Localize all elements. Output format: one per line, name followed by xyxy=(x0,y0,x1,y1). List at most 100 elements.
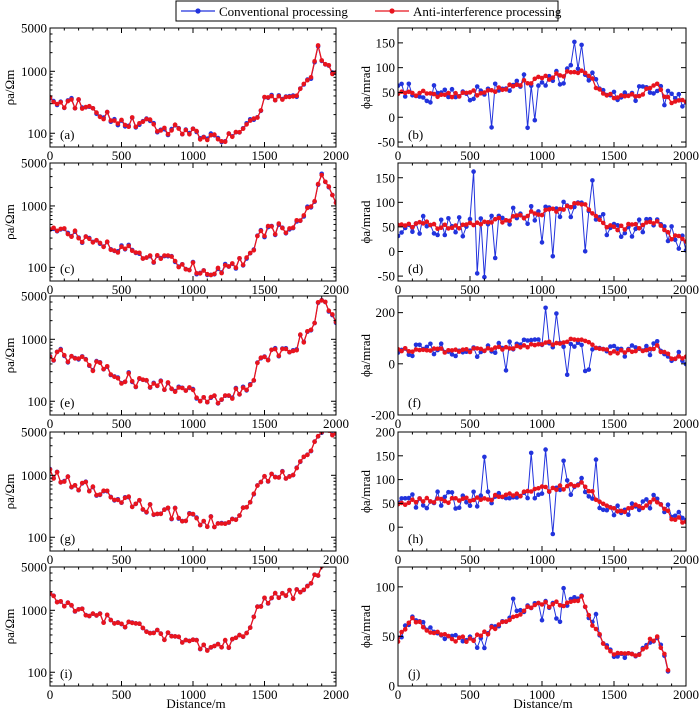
point-anti xyxy=(453,223,458,228)
point-anti xyxy=(222,637,228,643)
point-anti xyxy=(593,345,599,351)
point-anti xyxy=(546,207,552,212)
point-anti xyxy=(330,71,335,77)
point-anti xyxy=(525,81,530,86)
point-conventional xyxy=(399,496,404,501)
point-anti xyxy=(658,645,664,651)
point-conventional xyxy=(410,492,415,497)
point-anti xyxy=(119,621,124,627)
point-anti xyxy=(115,376,121,381)
point-anti xyxy=(119,381,124,386)
point-conventional xyxy=(579,475,584,481)
point-conventional xyxy=(431,83,437,88)
point-anti xyxy=(590,211,595,216)
point-anti xyxy=(579,337,584,343)
point-conventional xyxy=(420,503,426,508)
point-conventional xyxy=(636,217,642,222)
y-axis-title: ρa/Ωm xyxy=(2,204,17,240)
point-conventional xyxy=(604,507,610,513)
point-anti xyxy=(532,602,538,608)
point-conventional xyxy=(528,204,534,209)
point-anti xyxy=(399,348,404,354)
point-anti xyxy=(308,581,314,586)
point-conventional xyxy=(539,617,545,623)
point-conventional xyxy=(514,495,520,500)
point-anti xyxy=(65,231,71,237)
point-conventional xyxy=(471,489,476,495)
point-anti xyxy=(187,267,192,273)
point-anti xyxy=(615,650,620,656)
point-anti xyxy=(446,226,451,231)
point-anti xyxy=(662,227,667,233)
point-conventional xyxy=(431,351,437,357)
point-anti xyxy=(431,500,437,505)
point-anti xyxy=(536,342,541,347)
point-anti xyxy=(543,484,548,490)
point-anti xyxy=(575,483,581,488)
point-anti xyxy=(65,474,71,479)
y-axis-title: ρa/Ωm xyxy=(2,70,17,106)
point-conventional xyxy=(514,608,520,614)
point-anti xyxy=(305,583,310,589)
point-anti xyxy=(147,253,153,258)
point-anti xyxy=(438,346,444,351)
point-anti xyxy=(579,594,584,599)
point-anti xyxy=(399,222,404,227)
y-tick-label: 100 xyxy=(28,260,48,275)
point-anti xyxy=(72,228,78,233)
point-anti xyxy=(557,206,563,212)
point-anti xyxy=(76,97,81,102)
point-anti xyxy=(449,94,455,100)
point-conventional xyxy=(561,344,566,350)
x-tick-label: 2000 xyxy=(673,552,699,567)
point-conventional xyxy=(586,78,592,83)
point-anti xyxy=(287,474,292,479)
point-anti xyxy=(633,221,638,227)
x-tick-label: 1000 xyxy=(180,687,206,702)
point-anti xyxy=(90,106,96,111)
point-anti xyxy=(180,640,185,645)
point-anti xyxy=(215,400,221,406)
point-anti xyxy=(237,513,242,518)
point-anti xyxy=(482,629,487,634)
point-anti xyxy=(112,374,117,380)
x-tick-label: 0 xyxy=(395,687,402,702)
y-tick-label: 5000 xyxy=(21,425,47,440)
panel-label: (h) xyxy=(408,531,423,546)
point-anti xyxy=(507,218,512,224)
y-tick-label: 5000 xyxy=(21,156,47,171)
point-conventional xyxy=(651,341,656,346)
point-anti xyxy=(308,448,314,454)
x-tick-label: 1000 xyxy=(180,148,206,163)
point-anti xyxy=(276,595,282,601)
point-anti xyxy=(112,497,117,503)
point-anti xyxy=(180,385,185,391)
point-conventional xyxy=(492,350,498,356)
point-anti xyxy=(222,521,228,526)
point-anti xyxy=(597,217,602,223)
point-anti xyxy=(315,573,321,578)
point-conventional xyxy=(442,636,448,642)
point-anti xyxy=(172,122,178,127)
point-anti xyxy=(190,387,196,393)
panel-a: 0 500 1000 1500 2000 100 1000 5000 ρa/Ωm (a) xyxy=(2,21,349,164)
point-anti xyxy=(298,590,303,595)
point-anti xyxy=(611,224,617,229)
point-anti xyxy=(72,105,78,111)
x-tick-label: 0 xyxy=(395,416,402,431)
point-anti xyxy=(651,346,656,352)
point-anti xyxy=(158,378,164,384)
point-anti xyxy=(622,651,628,656)
point-anti xyxy=(449,495,455,501)
point-anti xyxy=(489,88,494,93)
point-anti xyxy=(151,381,156,386)
x-tick-label: 2000 xyxy=(323,552,349,567)
point-anti xyxy=(492,626,498,632)
point-conventional xyxy=(482,454,487,460)
point-anti xyxy=(72,608,78,614)
x-axis-title-left: Distance/m xyxy=(166,696,225,711)
point-anti xyxy=(672,233,678,238)
point-anti xyxy=(272,590,278,596)
point-anti xyxy=(247,250,253,256)
point-anti xyxy=(532,211,538,216)
